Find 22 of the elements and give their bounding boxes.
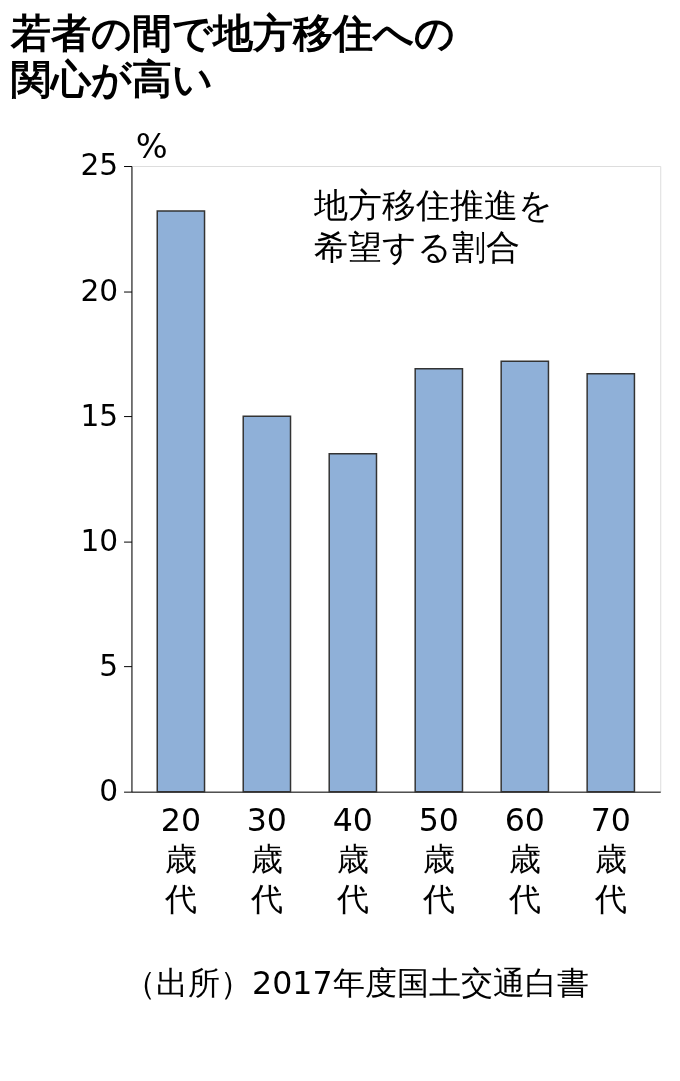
y-tick-label: 5 (99, 647, 119, 683)
bar (586, 373, 636, 793)
y-axis-title: % (135, 126, 168, 166)
text: （出所）2017年度国土交通白書 (124, 965, 589, 1002)
bar (242, 415, 292, 793)
bar (328, 453, 378, 793)
x-tick-label: 20歳代 (160, 801, 202, 917)
x-tick-label: 70歳代 (590, 801, 631, 917)
chart-title: 若者の間で地方移住への関心が高い (9, 10, 455, 102)
x-tick-label: 60歳代 (504, 801, 545, 917)
x-tick-label: 30歳代 (246, 801, 287, 917)
y-tick-label: 25 (80, 147, 119, 183)
y-tick-label: 15 (80, 397, 119, 433)
bar (414, 367, 464, 793)
bar (500, 360, 550, 793)
y-tick-label: 10 (80, 522, 119, 558)
bar (156, 210, 206, 793)
y-tick-label: 0 (99, 773, 119, 809)
x-tick-label: 50歳代 (418, 801, 459, 917)
annotation: 地方移住推進を希望する割合 (313, 186, 554, 267)
x-tick-label: 40歳代 (332, 801, 373, 917)
y-tick-label: 20 (80, 272, 119, 308)
